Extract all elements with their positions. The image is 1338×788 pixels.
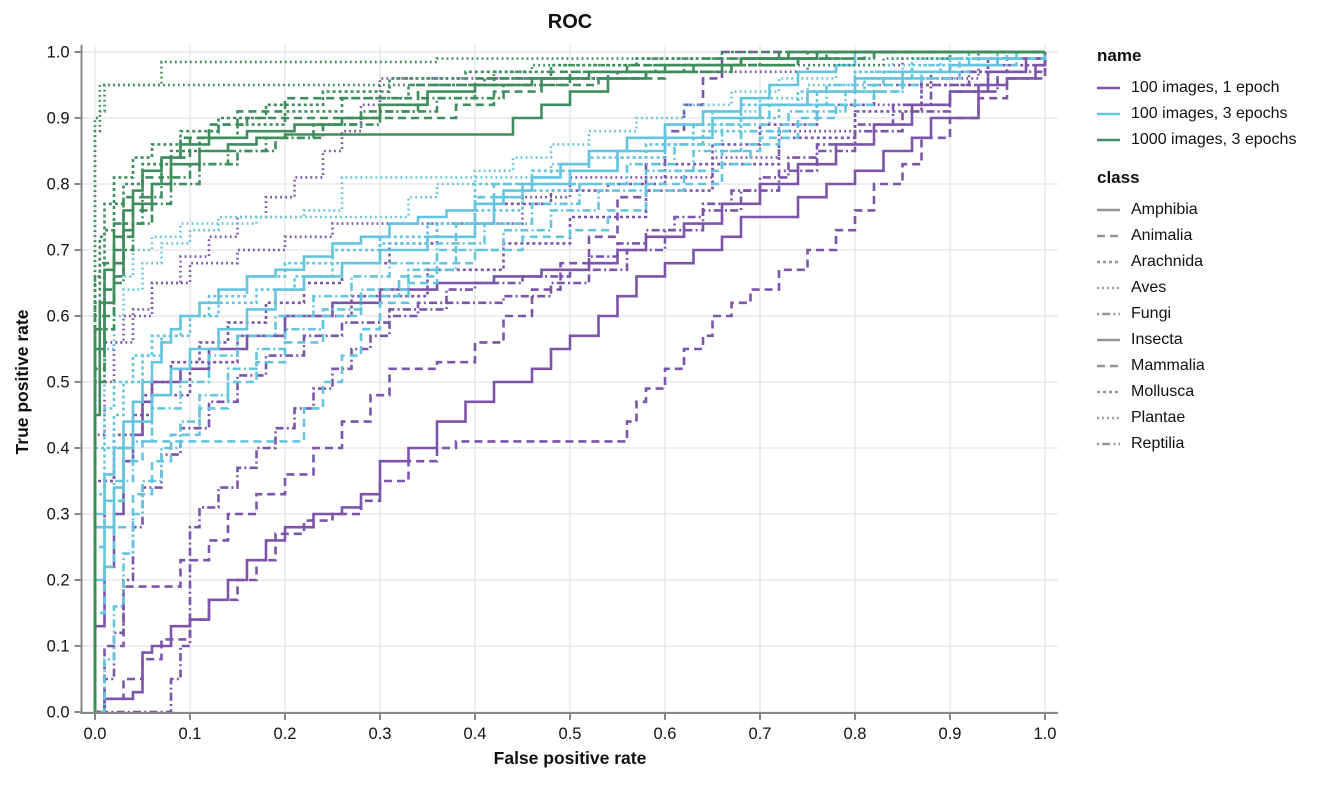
legend-item-label: Insecta [1131, 331, 1183, 348]
legend-class-item-animalia: Animalia [1097, 223, 1332, 249]
legend-item-label: Reptilia [1131, 435, 1185, 452]
legend-item-label: Animalia [1131, 227, 1193, 244]
legend-class-item-aves: Aves [1097, 275, 1332, 301]
legend-item-label: Fungi [1131, 305, 1172, 322]
legend-line-swatch [1097, 260, 1120, 264]
x-tick-label: 0.5 [559, 725, 582, 743]
legend-class-items: Amphibia Animalia Arachnida Aves Fungi Insect… [1097, 197, 1332, 457]
roc-curve-100-images-3-epochs-mammalia [93, 52, 1047, 712]
legend: name 100 images, 1 epoch 100 images, 3 ep… [1097, 46, 1332, 457]
y-tick-label: 0.8 [47, 176, 70, 194]
legend-class-item-reptilia: Reptilia [1097, 431, 1332, 457]
legend-line-swatch [1097, 112, 1120, 116]
roc-curve-1000-images-3-epochs-arachnida [93, 50, 1045, 712]
roc-curve-100-images-1-epoch-animalia [95, 50, 1045, 714]
legend-line-swatch [1097, 86, 1120, 90]
roc-curve-100-images-3-epochs-animalia [93, 52, 1047, 712]
legend-line-swatch [1097, 442, 1120, 446]
legend-class-item-mollusca: Mollusca [1097, 379, 1332, 405]
roc-curve-1000-images-3-epochs-mollusca [93, 50, 1045, 712]
chart-title: ROC [548, 11, 592, 33]
legend-class-item-insecta: Insecta [1097, 327, 1332, 353]
roc-curve-1000-images-3-epochs-animalia [93, 50, 1045, 712]
legend-class-item-amphibia: Amphibia [1097, 197, 1332, 223]
legend-line-swatch [1097, 234, 1120, 238]
legend-item-label: Arachnida [1131, 253, 1204, 270]
legend-line-swatch [1097, 208, 1120, 212]
y-tick-label: 0.5 [47, 374, 70, 392]
roc-curves [93, 50, 1047, 714]
axes: 0.0 0.1 0.2 0.3 0.4 0.5 0.6 0.7 0.8 0.9 1.0 0.0 0.1 0… [47, 44, 1058, 743]
legend-class-title: class [1097, 168, 1140, 187]
legend-line-swatch [1097, 138, 1120, 142]
legend-class-item-fungi: Fungi [1097, 301, 1332, 327]
y-tick-label: 0.2 [47, 572, 70, 590]
x-tick-label: 0.8 [844, 725, 867, 743]
y-tick-label: 0.9 [47, 110, 70, 128]
y-axis-title: True positive rate [12, 309, 32, 454]
legend-item-label: Mollusca [1131, 383, 1195, 400]
legend-line-swatch [1097, 416, 1120, 420]
x-tick-label: 0.4 [464, 725, 487, 743]
roc-curve-100-images-1-epoch-mollusca [93, 52, 1047, 712]
legend-name-item-100-images-1-epoch: 100 images, 1 epoch [1097, 75, 1332, 101]
x-tick-label: 0.2 [274, 725, 297, 743]
roc-curve-100-images-3-epochs-amphibia [93, 50, 1045, 712]
roc-curve-100-images-3-epochs-fungi [95, 50, 1045, 714]
legend-name-item-100-images-3-epochs: 100 images, 3 epochs [1097, 101, 1332, 127]
legend-item-label: Amphibia [1131, 201, 1198, 218]
legend-item-label: Plantae [1131, 409, 1186, 426]
legend-line-swatch [1097, 312, 1120, 316]
legend-class-item-mammalia: Mammalia [1097, 353, 1332, 379]
x-tick-label: 0.7 [749, 725, 772, 743]
legend-class-item-arachnida: Arachnida [1097, 249, 1332, 275]
y-tick-label: 0.4 [47, 440, 70, 458]
x-axis-title: False positive rate [494, 748, 647, 768]
x-tick-label: 0.6 [654, 725, 677, 743]
roc-curve-100-images-3-epochs-insecta [93, 50, 1045, 712]
x-tick-label: 0.0 [84, 725, 107, 743]
y-tick-label: 0.6 [47, 308, 70, 326]
roc-curve-100-images-1-epoch-mammalia [95, 52, 1047, 714]
roc-curve-100-images-3-epochs-plantae [93, 50, 1045, 712]
legend-item-label: 100 images, 3 epochs [1131, 105, 1288, 122]
legend-line-swatch [1097, 364, 1120, 368]
x-tick-label: 1.0 [1034, 725, 1057, 743]
roc-curve-1000-images-3-epochs-reptilia [93, 50, 1045, 712]
x-tick-label: 0.1 [179, 725, 202, 743]
roc-curve-100-images-3-epochs-reptilia [93, 50, 1045, 712]
legend-name-title: name [1097, 46, 1142, 65]
legend-item-label: Aves [1131, 279, 1167, 296]
legend-line-swatch [1097, 286, 1120, 290]
y-tick-label: 1.0 [47, 44, 70, 62]
roc-curve-100-images-1-epoch-reptilia [95, 52, 1047, 714]
legend-class-item-plantae: Plantae [1097, 405, 1332, 431]
legend-line-swatch [1097, 338, 1120, 342]
y-tick-label: 0.0 [47, 704, 70, 722]
legend-name-items: 100 images, 1 epoch 100 images, 3 epochs 1… [1097, 75, 1332, 153]
y-tick-label: 0.7 [47, 242, 70, 260]
y-tick-label: 0.1 [47, 638, 70, 656]
legend-name-item-1000-images-3-epochs: 1000 images, 3 epochs [1097, 127, 1332, 153]
legend-line-swatch [1097, 390, 1120, 394]
legend-item-label: 100 images, 1 epoch [1131, 79, 1280, 96]
legend-item-label: 1000 images, 3 epochs [1131, 131, 1297, 148]
x-tick-label: 0.3 [369, 725, 392, 743]
roc-curve-100-images-3-epochs-aves [93, 50, 1045, 712]
x-tick-label: 0.9 [939, 725, 962, 743]
y-tick-label: 0.3 [47, 506, 70, 524]
legend-item-label: Mammalia [1131, 357, 1205, 374]
roc-curve-100-images-3-epochs-mollusca [93, 50, 1045, 712]
